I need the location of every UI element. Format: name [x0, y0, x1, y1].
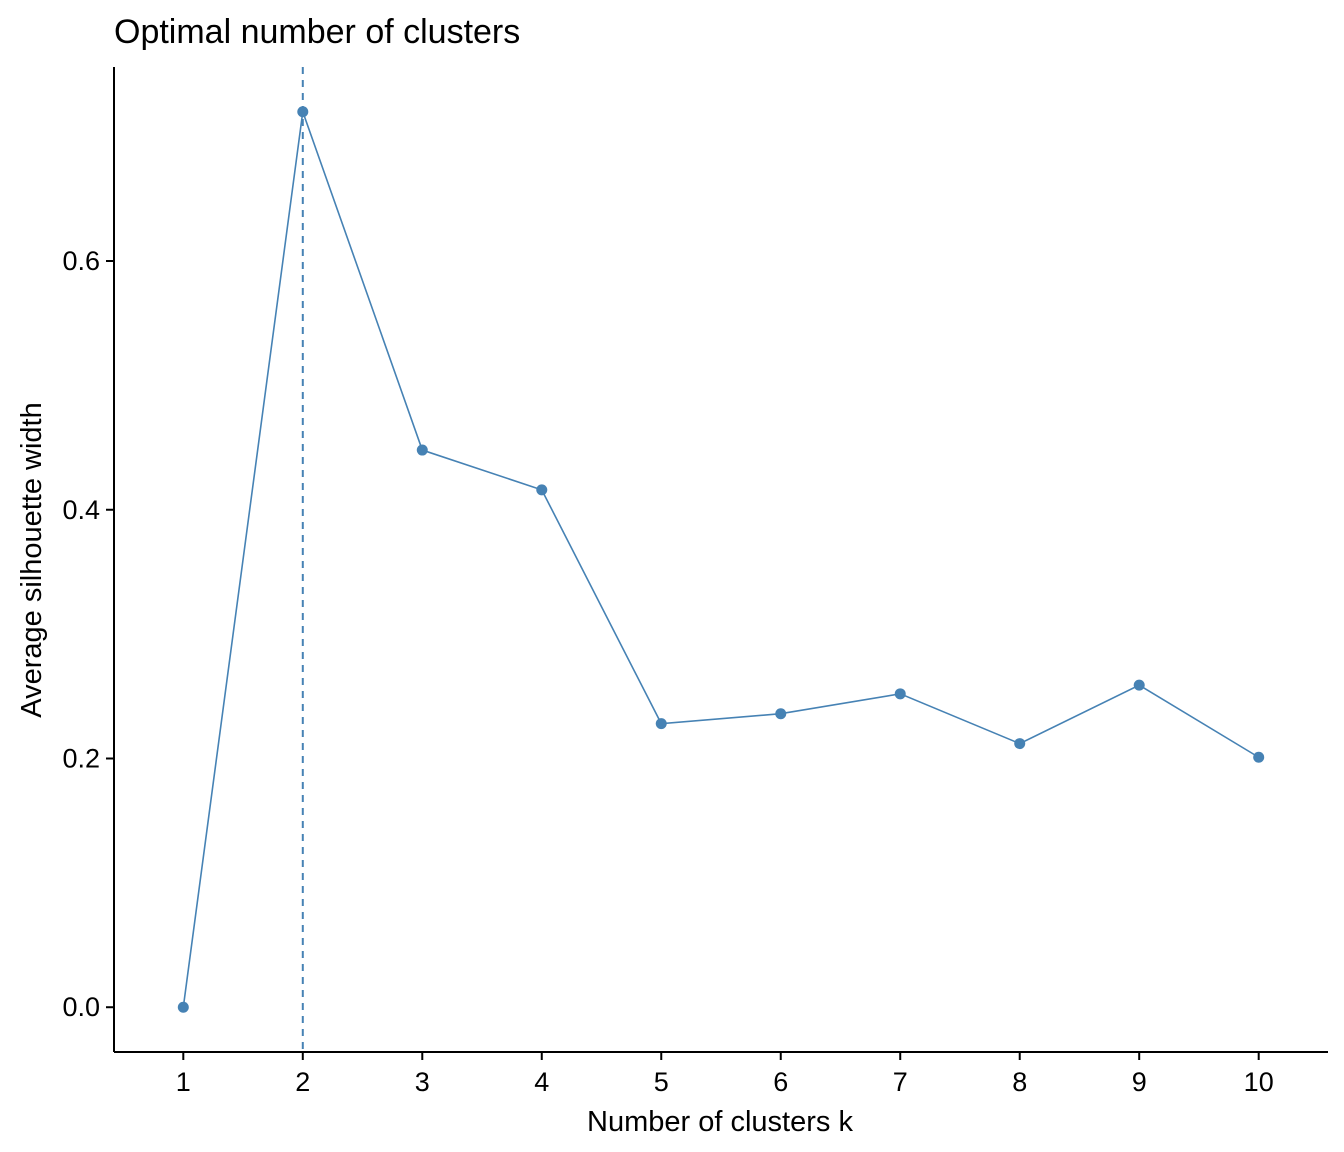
x-tick-label: 10: [1244, 1067, 1274, 1097]
data-point: [1014, 738, 1026, 750]
x-tick-label: 2: [295, 1067, 310, 1097]
data-point: [775, 708, 787, 720]
series-layer: [177, 106, 1265, 1013]
data-point: [894, 688, 906, 700]
data-point: [536, 484, 548, 496]
x-tick-label: 9: [1132, 1067, 1147, 1097]
data-point: [416, 444, 428, 456]
y-tick-label: 0.6: [62, 246, 100, 276]
data-point: [297, 106, 309, 118]
data-point: [655, 718, 667, 730]
data-point: [1133, 679, 1145, 691]
series-line: [182, 111, 1260, 1008]
x-tick-label: 5: [654, 1067, 669, 1097]
x-axis-title: Number of clusters k: [587, 1106, 853, 1138]
y-tick-label: 0.0: [62, 992, 100, 1022]
chart-title: Optimal number of clusters: [114, 13, 520, 51]
x-tick-label: 3: [415, 1067, 430, 1097]
data-point: [177, 1001, 189, 1013]
y-axis-title: Average silhouette width: [16, 402, 48, 717]
y-tick-label: 0.4: [62, 495, 100, 525]
x-tick-label: 6: [773, 1067, 788, 1097]
x-tick-label: 7: [893, 1067, 908, 1097]
data-point: [1253, 751, 1265, 763]
y-tick-label: 0.2: [62, 743, 100, 773]
x-tick-label: 8: [1012, 1067, 1027, 1097]
x-tick-label: 1: [176, 1067, 191, 1097]
x-tick-label: 4: [534, 1067, 549, 1097]
axes: 0.0 0.2 0.4 0.6 1 2 3 4 5 6 7 8 9 10: [62, 67, 1328, 1097]
